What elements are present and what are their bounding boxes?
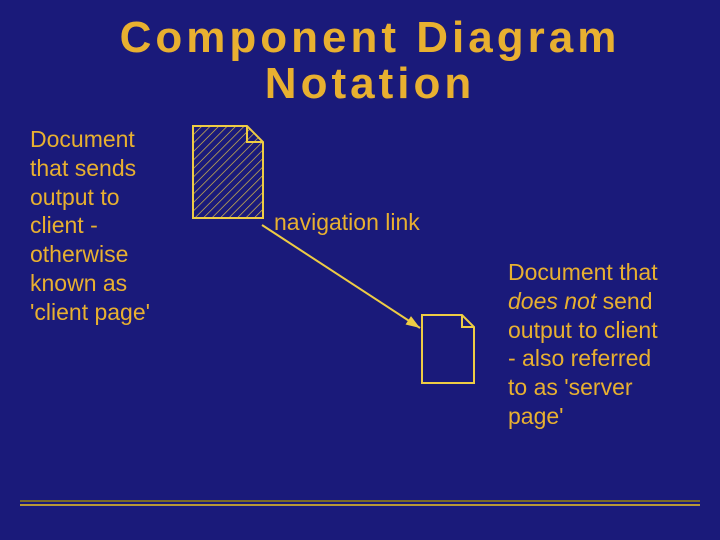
- navigation-arrow-icon: [0, 0, 720, 540]
- footer-rule-1: [20, 500, 700, 502]
- slide-canvas: Component Diagram Notation Documentthat …: [0, 0, 720, 540]
- footer-rule-2: [20, 504, 700, 506]
